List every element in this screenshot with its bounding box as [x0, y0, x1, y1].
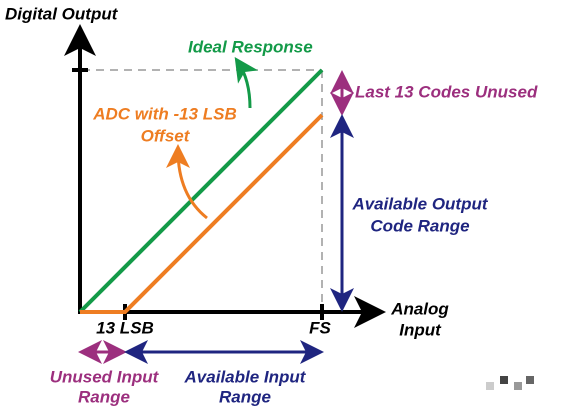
unused-input-label: Unused Input: [50, 367, 160, 386]
x-axis-label: Input: [399, 320, 442, 339]
offset-label: ADC with -13 LSB: [92, 104, 237, 123]
tick-label: FS: [309, 318, 331, 337]
offset-pointer: [166, 144, 208, 220]
axes: [64, 24, 386, 328]
unused-codes-label: Last 13 Codes Unused: [355, 82, 538, 101]
input-range-label: Available Input: [184, 367, 307, 386]
title: Digital Output: [5, 4, 119, 23]
ideal-label: Ideal Response: [188, 37, 313, 56]
guides: [82, 69, 323, 310]
offset-line: [80, 113, 324, 314]
input-range-label: Range: [219, 387, 271, 406]
unused-input-label: Range: [78, 387, 130, 406]
output-range-label: Code Range: [370, 216, 469, 235]
watermark: [486, 376, 534, 390]
offset-label: Offset: [141, 126, 191, 145]
x-axis-label: Analog: [390, 299, 449, 318]
ideal-line: [78, 68, 324, 314]
ideal-pointer: [234, 57, 258, 109]
tick-label: 13 LSB: [96, 318, 154, 337]
output-range-label: Available Output: [351, 194, 488, 213]
